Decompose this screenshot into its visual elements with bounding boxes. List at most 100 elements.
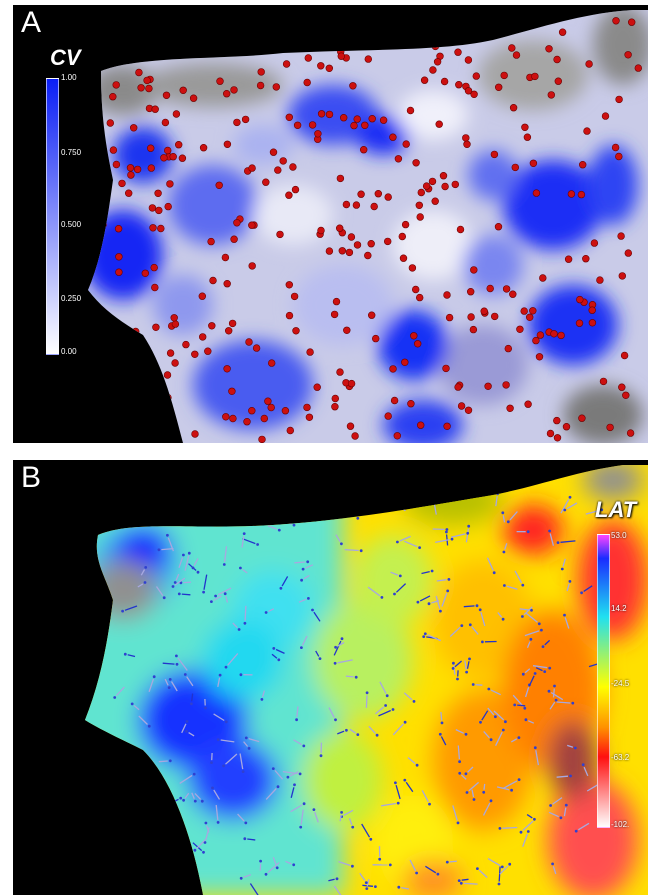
velocity-arrow-head xyxy=(351,864,354,868)
velocity-arrow xyxy=(213,595,222,601)
velocity-arrow-head xyxy=(563,613,566,617)
velocity-arrow-head xyxy=(256,543,259,546)
cv-point xyxy=(267,403,275,412)
velocity-arrow-head xyxy=(482,790,486,794)
cv-point xyxy=(229,414,237,423)
velocity-arrow xyxy=(213,789,221,800)
velocity-arrow-head xyxy=(498,827,502,830)
cv-point xyxy=(464,406,473,414)
velocity-arrow-head xyxy=(430,569,434,573)
cv-point xyxy=(243,418,251,426)
velocity-arrow xyxy=(242,538,256,545)
cv-point xyxy=(272,83,280,91)
cv-point xyxy=(422,182,431,190)
cv-point xyxy=(124,189,133,197)
cv-point xyxy=(361,121,369,130)
cv-point xyxy=(285,311,294,320)
cv-point xyxy=(171,21,179,30)
velocity-arrow xyxy=(217,587,232,596)
cv-point xyxy=(170,314,178,322)
velocity-arrow-head xyxy=(247,747,251,750)
velocity-arrow-head xyxy=(365,887,369,890)
cv-point xyxy=(416,293,424,302)
cv-point xyxy=(269,25,277,33)
velocity-arrow-head xyxy=(354,675,358,679)
cv-point xyxy=(384,193,392,201)
velocity-arrow xyxy=(483,783,486,790)
velocity-arrow-head xyxy=(191,566,195,570)
velocity-arrow xyxy=(205,825,210,833)
velocity-arrow-head xyxy=(571,701,575,705)
cv-point xyxy=(420,76,429,84)
cv-point xyxy=(529,159,538,168)
cv-point xyxy=(368,114,376,123)
cv-point xyxy=(470,90,478,99)
velocity-arrow-head xyxy=(167,686,171,689)
velocity-arrow xyxy=(225,595,229,603)
cv-point xyxy=(511,163,519,172)
cv-point xyxy=(467,313,475,321)
cv-point xyxy=(601,112,610,120)
cv-point xyxy=(99,220,107,229)
cv-point xyxy=(145,84,153,93)
cv-point xyxy=(325,110,334,119)
velocity-arrow-head xyxy=(446,589,450,593)
velocity-arrow xyxy=(337,659,353,664)
velocity-arrow xyxy=(161,547,174,551)
cv-point xyxy=(454,48,462,56)
cv-point xyxy=(462,134,470,142)
cv-point xyxy=(547,91,555,99)
velocity-arrow xyxy=(179,774,193,784)
velocity-arrow-head xyxy=(211,786,214,790)
cv-point xyxy=(127,171,135,179)
cv-point xyxy=(389,133,397,141)
velocity-arrow xyxy=(281,576,289,587)
velocity-arrow-head xyxy=(439,609,442,613)
cv-point xyxy=(337,52,345,60)
cv-point xyxy=(252,344,261,352)
velocity-arrow xyxy=(178,557,184,569)
velocity-arrow xyxy=(499,865,509,875)
velocity-arrow-head xyxy=(216,821,220,824)
velocity-arrow xyxy=(403,692,413,701)
velocity-arrow xyxy=(242,568,248,574)
cv-point xyxy=(502,381,510,389)
velocity-arrow xyxy=(510,738,518,743)
velocity-arrow xyxy=(461,774,467,780)
cv-point xyxy=(216,77,224,85)
velocity-arrow xyxy=(330,504,342,509)
cv-point xyxy=(585,60,593,68)
velocity-arrow-head xyxy=(563,508,567,512)
velocity-arrow-head xyxy=(547,689,551,693)
velocity-arrow xyxy=(289,771,299,777)
velocity-arrow xyxy=(405,781,414,793)
velocity-arrow-head xyxy=(458,771,462,775)
velocity-arrow-head xyxy=(163,884,167,888)
cv-point xyxy=(417,188,425,197)
velocity-arrow xyxy=(471,626,479,635)
cv-point xyxy=(364,251,372,260)
velocity-arrow-head xyxy=(468,623,472,627)
velocity-arrow xyxy=(380,802,396,807)
cv-point xyxy=(435,120,443,128)
cv-point xyxy=(135,68,143,77)
velocity-arrow-head xyxy=(173,581,177,584)
cv-point xyxy=(622,391,630,399)
velocity-arrow xyxy=(490,689,501,696)
cv-point xyxy=(142,405,150,413)
cv-point xyxy=(151,105,159,113)
cv-point xyxy=(457,402,466,410)
cv-point xyxy=(516,325,524,333)
cv-point xyxy=(194,37,202,45)
velocity-arrow xyxy=(544,639,551,646)
velocity-arrow-head xyxy=(266,511,269,515)
velocity-arrow xyxy=(535,750,540,766)
velocity-arrow-head xyxy=(459,881,463,885)
velocity-arrow xyxy=(441,592,448,607)
cv-point xyxy=(545,45,553,53)
velocity-arrow-head xyxy=(214,594,218,598)
velocity-arrow-head xyxy=(260,698,264,701)
velocity-arrow-head xyxy=(568,580,572,583)
velocity-arrow xyxy=(378,709,391,717)
velocity-arrow-head xyxy=(450,537,454,541)
